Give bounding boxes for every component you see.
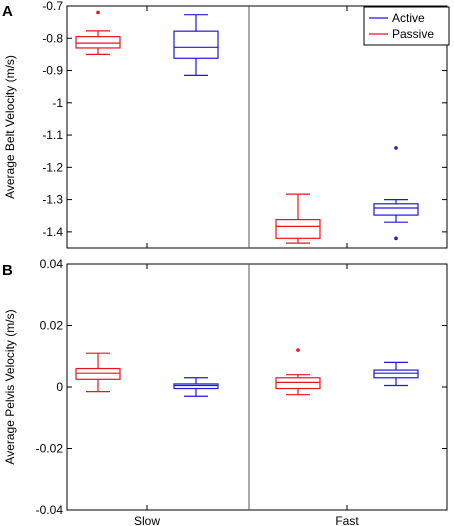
panel-a-box-active-fast-iqr	[373, 203, 419, 216]
panel-b-axes-frame	[66, 263, 448, 511]
panel-b-box-passive-slow-iqr	[75, 367, 121, 380]
panel-b-plot: 0.04 0.02 0 -0.02 -0.04 Slow Fast	[36, 257, 448, 526]
legend-box	[363, 6, 450, 46]
panel-a-y-tick-label: -1.3	[42, 193, 63, 207]
panel-b-y-tick-label: -0.04	[36, 503, 64, 517]
panel-b-y-tick-label: -0.02	[36, 442, 64, 456]
panel-a-y-tick-label: -1.1	[42, 128, 63, 142]
panel-a-plot: -0.7 -0.8 -0.9 -1 -1.1 -1.2 -1.3 -1.4	[42, 0, 448, 249]
legend: Active Passive	[363, 6, 450, 46]
panel-a-box-passive-slow-iqr	[75, 36, 121, 49]
panel-b-y-tick-label: 0.02	[40, 319, 64, 333]
panel-a-box-active-fast-outlier	[394, 236, 398, 241]
panel-b-y-tick-label: 0	[56, 380, 63, 394]
panel-b: B Average Pelvis Velocity (m/s) 0.04 0.02…	[2, 257, 448, 526]
legend-label-active: Active	[392, 11, 425, 25]
panel-a-box-passive-slow-outlier	[96, 10, 100, 15]
panel-a-y-tick-label: -0.8	[42, 31, 63, 45]
panel-a-axes-frame	[66, 5, 448, 249]
panel-a-y-tick-label: -0.7	[42, 0, 63, 13]
panel-b-box-passive-fast-iqr	[275, 377, 321, 390]
panel-b-box-active-fast-iqr	[373, 369, 419, 379]
panel-a-y-tick-label: -0.9	[42, 64, 63, 78]
panel-a-box-active-slow-iqr	[173, 30, 219, 59]
panel-a-label: A	[2, 3, 13, 20]
panel-a-box-passive-fast-iqr	[275, 219, 321, 239]
panel-b-y-tick-label: 0.04	[40, 257, 64, 271]
x-tick-label-fast: Fast	[335, 514, 359, 526]
panel-a-y-tick-label: -1.4	[42, 225, 63, 239]
legend-label-passive: Passive	[392, 27, 434, 41]
panel-b-label: B	[2, 262, 13, 279]
panel-a-y-axis-label: Average Belt Velocity (m/s)	[3, 55, 17, 199]
panel-b-box-active-slow-iqr	[173, 383, 219, 390]
panel-a-box-active-fast-outlier	[394, 146, 398, 150]
panel-b-box-passive-fast-outlier	[296, 348, 300, 352]
panel-a-y-tick-label: -1.2	[42, 160, 63, 174]
x-tick-label-slow: Slow	[134, 514, 160, 526]
panel-b-y-axis-label: Average Pelvis Velocity (m/s)	[3, 309, 17, 464]
panel-a-y-tick-label: -1	[52, 96, 63, 110]
panel-a: A Average Belt Velocity (m/s) -0.7-0.8-0…	[2, 0, 450, 249]
